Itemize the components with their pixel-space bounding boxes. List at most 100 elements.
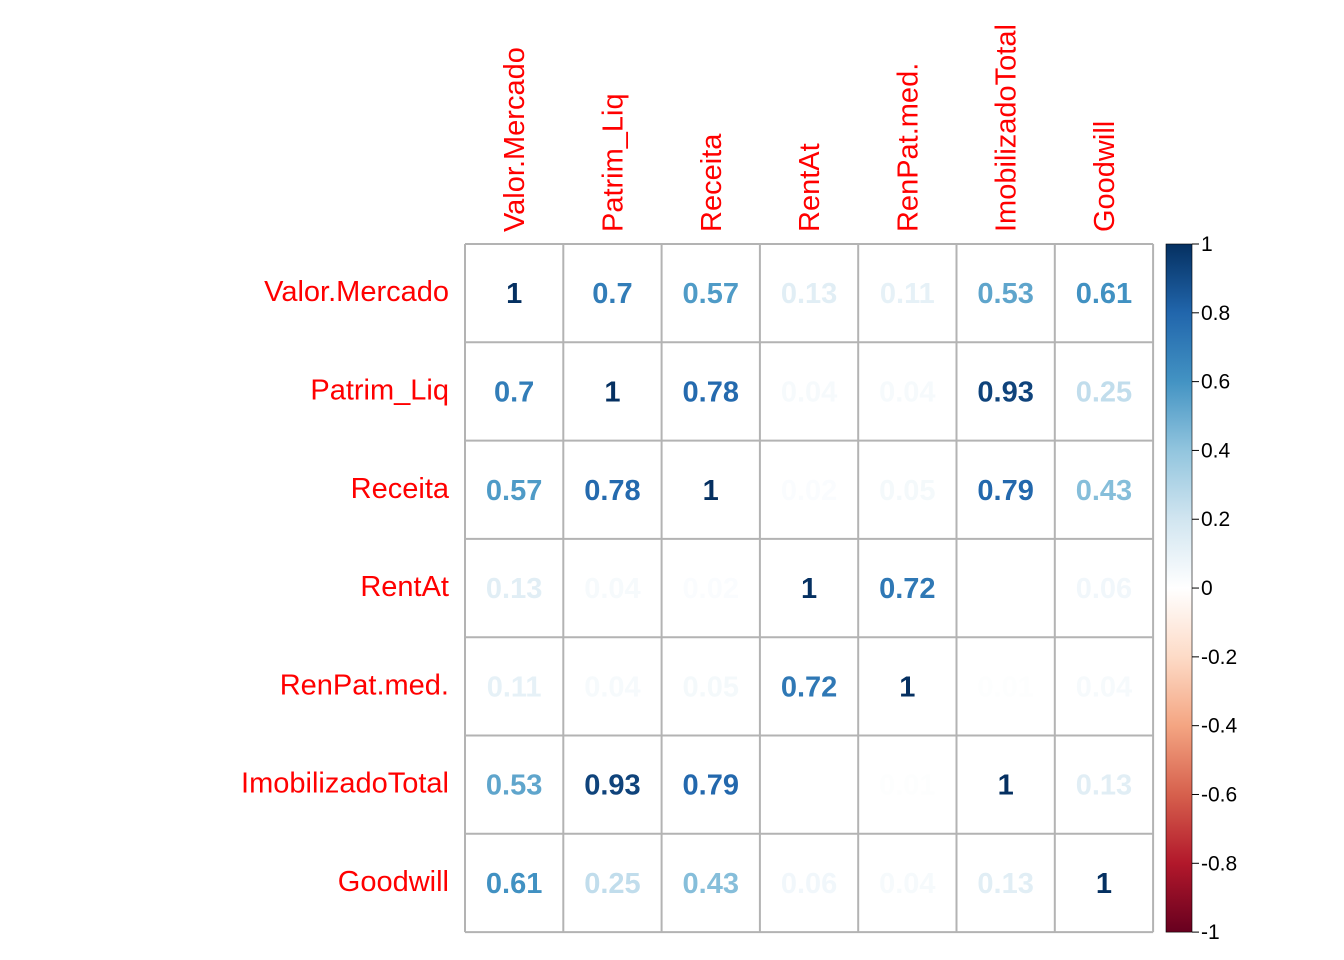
heatmap-cells [465, 244, 1154, 933]
heatmap-cell [858, 833, 957, 933]
cell-value: 0.04 [879, 376, 935, 408]
row-label: RentAt [360, 571, 449, 603]
heatmap-cell [465, 244, 564, 343]
heatmap-cell [956, 538, 1055, 638]
heatmap-cell [465, 833, 564, 933]
cell-value: 0.25 [584, 868, 640, 900]
heatmap-cell [956, 735, 1055, 834]
heatmap-cell [858, 342, 957, 441]
cell-value: 0.13 [1076, 770, 1132, 802]
cell-value: 0 [998, 573, 1014, 605]
cell-value: 0.13 [781, 278, 837, 310]
cell-value: 0.53 [977, 278, 1033, 310]
heatmap-cell [759, 637, 859, 736]
cell-value: 0.78 [584, 475, 640, 507]
heatmap-cell [956, 244, 1055, 343]
heatmap-cell [1054, 637, 1154, 736]
heatmap-cell [661, 440, 760, 539]
colorbar-tick-label: -0.8 [1201, 852, 1237, 875]
cell-value: 0.78 [683, 376, 739, 408]
heatmap-cell [661, 538, 760, 638]
cell-value: 0.04 [781, 376, 837, 408]
heatmap-cell [858, 538, 957, 638]
cell-value: 0.06 [1076, 573, 1132, 605]
column-label: ImobilizadoTotal [991, 24, 1023, 232]
colorbar-tick-label: 0.6 [1201, 371, 1230, 394]
colorbar-tick-label: 0 [1201, 577, 1213, 600]
column-label: Patrim_Liq [597, 93, 629, 232]
colorbar-gradient [1166, 244, 1192, 933]
cell-value: 0.05 [683, 671, 739, 703]
heatmap-cell [956, 833, 1055, 933]
column-label: Receita [696, 133, 728, 232]
colorbar-tick-label: -0.6 [1201, 783, 1237, 806]
heatmap-cell [563, 735, 662, 834]
cell-value: 0.7 [592, 278, 632, 310]
heatmap-cell [1054, 440, 1154, 539]
heatmap-grid [464, 243, 1155, 934]
cell-values: 1 0.7 0.57 0.13 0.11 0.53 0.61 0.7 1 0.78 0.04 0.04… [486, 278, 1132, 900]
heatmap-cell [563, 538, 662, 638]
cell-value: 1 [899, 671, 915, 703]
cell-value: 1 [604, 376, 620, 408]
column-labels: Valor.Mercado Patrim_Liq Receita RentAt RenP… [499, 24, 1121, 232]
cell-value: 0.79 [683, 770, 739, 802]
cell-value: 0.13 [486, 573, 542, 605]
cell-value: 1 [1096, 868, 1112, 900]
cell-value: 0.7 [494, 376, 534, 408]
colorbar-tick-label: 1 [1201, 233, 1213, 256]
cell-value: 0.93 [584, 770, 640, 802]
color-legend: 1 0.8 0.6 0.4 0.2 0 -0.2 -0.4 -0.6 -0.8 -1 [1165, 233, 1238, 944]
cell-value: 0.57 [486, 475, 542, 507]
heatmap-cell [858, 440, 957, 539]
cell-value: 1 [506, 278, 522, 310]
heatmap-cell [858, 735, 957, 834]
colorbar-tick-label: -0.2 [1201, 646, 1237, 669]
heatmap-cell [858, 637, 957, 736]
cell-value: 0.79 [977, 475, 1033, 507]
colorbar-tick-label: 0.8 [1201, 302, 1230, 325]
cell-value: 0.11 [487, 671, 542, 703]
heatmap-cell [465, 637, 564, 736]
row-label: RenPat.med. [280, 669, 449, 701]
heatmap-cell [661, 244, 760, 343]
cell-value: 0 [801, 770, 817, 802]
heatmap-cell [465, 735, 564, 834]
heatmap-cell [661, 637, 760, 736]
heatmap-cell [563, 244, 662, 343]
cell-value: 0.43 [1076, 475, 1132, 507]
heatmap-cell [661, 735, 760, 834]
row-label: Valor.Mercado [264, 276, 449, 308]
heatmap-cell [956, 440, 1055, 539]
column-label: RenPat.med. [892, 63, 924, 232]
cell-value: 0.02 [683, 573, 739, 605]
cell-value: 0.61 [1076, 278, 1132, 310]
heatmap-cell [465, 538, 564, 638]
cell-value: 0.13 [977, 868, 1033, 900]
heatmap-cell [465, 342, 564, 441]
heatmap-cell [563, 440, 662, 539]
heatmap-cell [1054, 538, 1154, 638]
cell-value: 0.25 [1076, 376, 1132, 408]
column-label: RentAt [794, 143, 826, 232]
heatmap-cell [759, 342, 859, 441]
cell-value: 0.61 [486, 868, 542, 900]
row-label: Patrim_Liq [310, 374, 449, 406]
cell-value: 0.43 [683, 868, 739, 900]
cell-value: 0.05 [879, 475, 935, 507]
heatmap-cell [563, 342, 662, 441]
cell-value: 0.11 [880, 278, 935, 310]
cell-value: 0.02 [781, 475, 837, 507]
cell-value: 1 [998, 770, 1014, 802]
cell-value: 0.01 [879, 770, 935, 802]
heatmap-cell [956, 637, 1055, 736]
cell-value: 0.72 [781, 671, 837, 703]
cell-value: 0.53 [486, 770, 542, 802]
cell-value: 0.04 [584, 573, 640, 605]
heatmap-cell [661, 833, 760, 933]
colorbar-tick-label: 0.2 [1201, 508, 1230, 531]
row-label: Goodwill [338, 866, 449, 898]
heatmap-cell [563, 833, 662, 933]
row-label: ImobilizadoTotal [241, 768, 449, 800]
cell-value: 0.01 [977, 671, 1033, 703]
